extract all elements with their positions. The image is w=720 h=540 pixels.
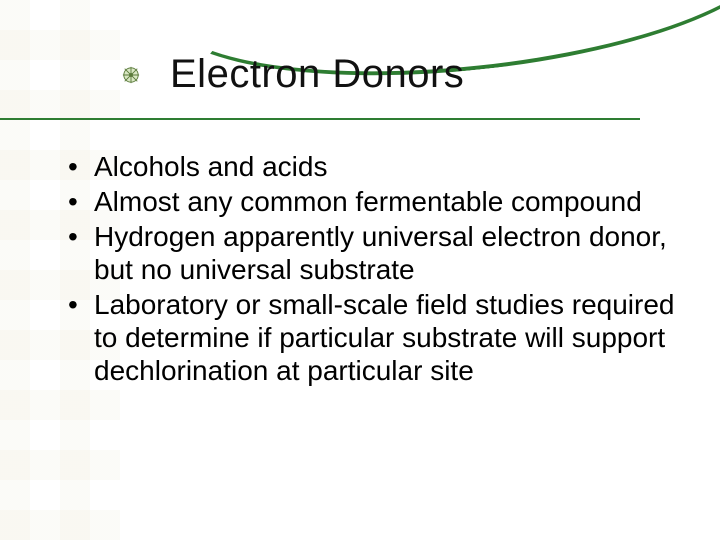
slide-title: Electron Donors [170, 52, 464, 97]
title-underline [0, 118, 640, 120]
title-bullet-icon [122, 66, 140, 84]
list-item: Laboratory or small-scale field studies … [60, 288, 680, 387]
slide-body: Alcohols and acids Almost any common fer… [60, 150, 680, 389]
bullet-list: Alcohols and acids Almost any common fer… [60, 150, 680, 387]
list-item: Alcohols and acids [60, 150, 680, 183]
list-item: Hydrogen apparently universal electron d… [60, 220, 680, 286]
list-item: Almost any common fermentable compound [60, 185, 680, 218]
slide: Electron Donors Alcohols and acids Almos… [0, 0, 720, 540]
